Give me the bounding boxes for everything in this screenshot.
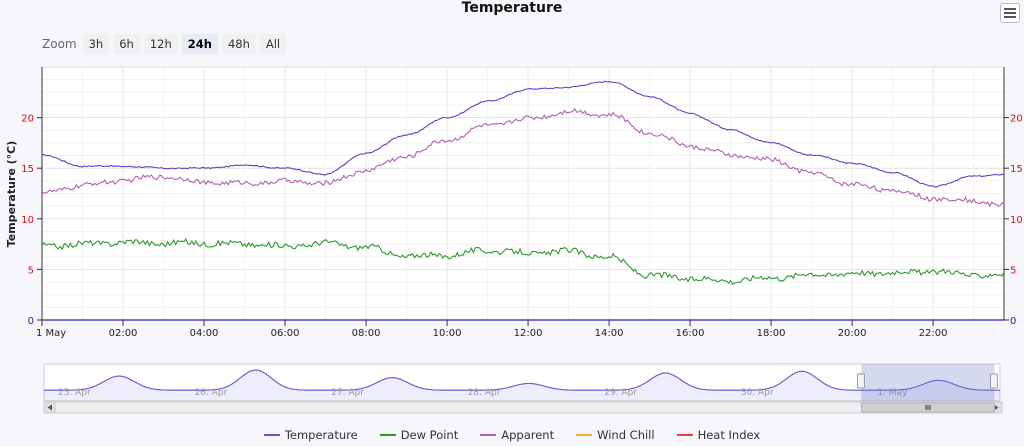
y-axis-title: Temperature (°C) [5, 141, 18, 248]
zoom-48h-button[interactable]: 48h [221, 34, 256, 54]
navigator-line [44, 369, 1000, 391]
navigator-date-label: 28. Apr [468, 388, 501, 398]
navigator-date-label: 26. Apr [195, 388, 228, 398]
navigator-date-label: 25. Apr [58, 388, 91, 398]
legend-label: Apparent [501, 428, 555, 442]
zoom-bar: Zoom 3h 6h 12h 24h 48h All [42, 34, 287, 54]
legend-item-wind-chill[interactable]: Wind Chill [576, 428, 655, 442]
y-tick-label-left: 10 [21, 215, 34, 226]
x-tick-label: 06:00 [271, 328, 300, 339]
legend-item-temperature[interactable]: Temperature [263, 428, 358, 442]
y-tick-label-right: 5 [1010, 265, 1016, 276]
x-tick-label: 22:00 [919, 328, 948, 339]
series-line-temperature [41, 80, 1005, 188]
y-tick-label-left: 5 [28, 265, 34, 276]
legend-label: Temperature [284, 428, 358, 442]
y-tick-label-left: 20 [21, 114, 34, 125]
navigator-date-label: 29. Apr [604, 388, 637, 398]
scrollbar-track[interactable] [43, 401, 1003, 414]
legend-swatch [676, 434, 693, 436]
x-tick-label: 20:00 [838, 328, 867, 339]
chevron-right-icon [994, 404, 999, 411]
navigator-selection[interactable] [861, 364, 995, 401]
zoom-24h-button[interactable]: 24h [181, 34, 218, 54]
x-tick-label: 08:00 [352, 328, 381, 339]
y-tick-label-right: 15 [1010, 164, 1023, 175]
x-tick-label: 18:00 [757, 328, 786, 339]
legend-swatch [480, 434, 497, 436]
x-tick-label: 04:00 [190, 328, 219, 339]
y-tick-label-right: 20 [1010, 114, 1023, 125]
y-tick-label-right: 10 [1010, 215, 1023, 226]
legend-swatch [263, 434, 280, 436]
navigator-handle-left[interactable] [856, 373, 865, 389]
x-tick-label: 14:00 [595, 328, 624, 339]
chart-title: Temperature [461, 0, 563, 16]
y-tick-label-right: 0 [1010, 316, 1016, 327]
chevron-left-icon [47, 404, 52, 411]
legend-item-heat-index[interactable]: Heat Index [676, 428, 761, 442]
y-tick-label-left: 0 [28, 316, 34, 327]
legend-swatch [379, 434, 396, 436]
legend-label: Dew Point [400, 428, 459, 442]
x-tick-label: 1 May [36, 328, 66, 339]
legend-item-apparent[interactable]: Apparent [480, 428, 554, 442]
zoom-all-button[interactable]: All [259, 34, 287, 54]
zoom-3h-button[interactable]: 3h [82, 34, 110, 54]
x-tick-label: 16:00 [676, 328, 705, 339]
series-line-apparent [41, 108, 1005, 208]
navigator-date-label: 27. Apr [331, 388, 364, 398]
menu-icon[interactable] [1000, 3, 1020, 23]
legend-label: Heat Index [697, 428, 761, 442]
navigator-frame [43, 363, 1001, 402]
navigator-handle-right[interactable] [989, 373, 998, 389]
x-tick-label: 02:00 [109, 328, 138, 339]
navigator-date-label: 30. Apr [741, 388, 774, 398]
zoom-12h-button[interactable]: 12h [143, 34, 178, 54]
navigator-date-label: 1. May [877, 388, 908, 398]
legend-label: Wind Chill [597, 428, 655, 442]
navigator[interactable]: 25. Apr 26. Apr 27. Apr 28. Apr 29. Apr 30. A… [43, 363, 1003, 414]
x-tick-label: 12:00 [514, 328, 543, 339]
chart-legend: Temperature Dew Point Apparent Wind Chill He… [0, 428, 1024, 442]
legend-swatch [576, 434, 593, 436]
navigator-area [44, 370, 1000, 401]
y-tick-label-left: 15 [21, 164, 34, 175]
zoom-6h-button[interactable]: 6h [113, 34, 140, 54]
series-line-dew-point [41, 238, 1005, 286]
legend-item-dew-point[interactable]: Dew Point [379, 428, 459, 442]
x-tick-label: 10:00 [433, 328, 462, 339]
zoom-label: Zoom [42, 37, 77, 51]
